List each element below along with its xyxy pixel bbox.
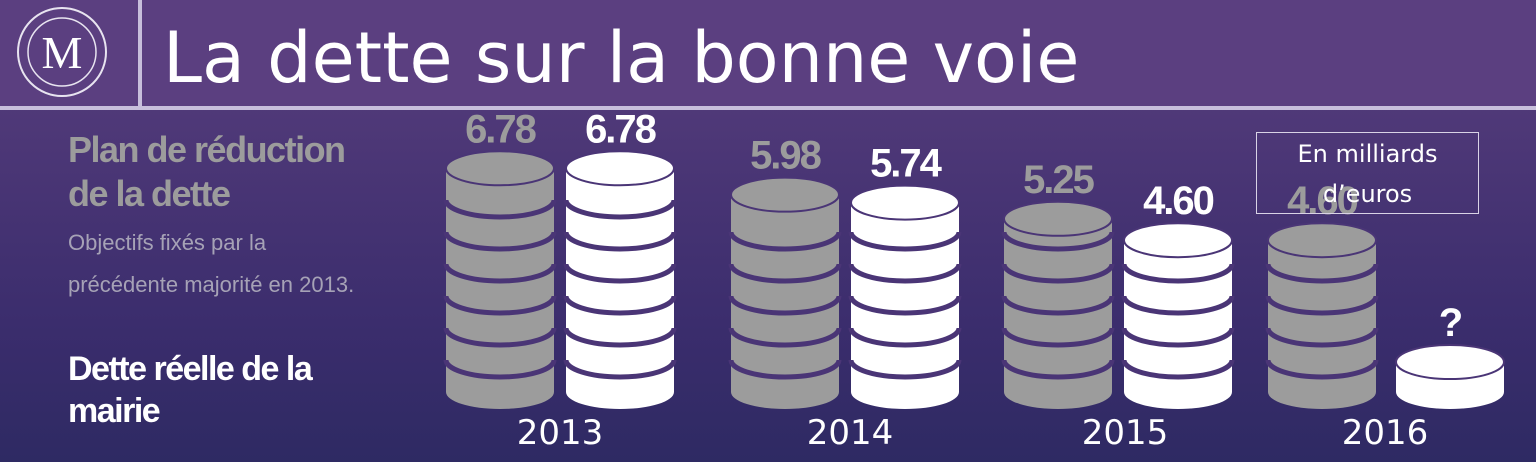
coin-top <box>730 176 840 213</box>
coin-top <box>1003 200 1113 237</box>
coin-edge <box>1121 327 1235 348</box>
coin-edge <box>443 327 557 348</box>
logo-ring <box>17 7 107 97</box>
value-label: ? <box>1439 301 1462 345</box>
coin-top <box>445 150 555 187</box>
coin-edge <box>728 359 842 380</box>
coin-body <box>1268 240 1376 392</box>
coin-edge <box>1265 327 1379 348</box>
x-tick-label: 2014 <box>807 413 894 453</box>
coin-edge <box>728 327 842 348</box>
coin-edge <box>848 231 962 252</box>
legend-actual: Dette réelle de la mairie <box>68 350 313 430</box>
value-label: 4.60 <box>1143 179 1214 223</box>
coin-top <box>1267 222 1377 259</box>
coin-stack <box>1001 200 1115 409</box>
coin-top <box>1395 344 1505 380</box>
coin-top <box>1123 222 1233 259</box>
value-label: 6.78 <box>585 107 657 151</box>
coin-edge <box>1001 263 1115 284</box>
coin-edge <box>563 263 677 284</box>
coin-stack <box>848 184 962 409</box>
coin-edge <box>563 199 677 220</box>
x-tick-label: 2016 <box>1342 413 1429 453</box>
coin-edge <box>1001 327 1115 348</box>
coin-edge <box>563 231 677 252</box>
coin-body <box>731 194 839 392</box>
coin-edge <box>848 359 962 380</box>
legend-plan: Plan de réduction de la dette <box>68 129 346 214</box>
x-tick-label: 2015 <box>1082 413 1169 453</box>
coin-edge <box>1121 359 1235 380</box>
coin-edge <box>443 263 557 284</box>
coin-top <box>565 150 675 187</box>
coin-edge <box>443 199 557 220</box>
coin-body <box>1124 240 1232 392</box>
x-tick-label: 2013 <box>517 413 604 453</box>
coin-edge <box>443 231 557 252</box>
coin-edge <box>1265 295 1379 316</box>
coin-edge <box>563 327 677 348</box>
coin-edge <box>443 359 557 380</box>
coin-edge <box>1001 359 1115 380</box>
logo-ring <box>27 17 97 87</box>
coin-edge <box>848 295 962 316</box>
value-label: 6.78 <box>465 107 537 151</box>
coin-edge <box>848 327 962 348</box>
coin-stack <box>443 150 557 409</box>
coin-edge <box>1121 263 1235 284</box>
coin-edge <box>1265 359 1379 380</box>
value-label: 5.98 <box>750 134 822 178</box>
coin-edge <box>563 295 677 316</box>
coin-edge <box>728 263 842 284</box>
unit-box: En milliards d’euros <box>1256 132 1479 214</box>
coin-body <box>851 202 959 392</box>
value-label: 4.60 <box>1287 179 1358 223</box>
coin-top <box>850 184 960 221</box>
coin-edge <box>1265 263 1379 284</box>
coin-edge <box>1001 231 1115 252</box>
coin-stack <box>728 176 842 409</box>
legend-note: Objectifs fixés par la précédente majori… <box>68 230 355 297</box>
logo: M <box>42 27 83 78</box>
coin-edge <box>563 359 677 380</box>
placeholder-coin <box>1395 344 1505 409</box>
coin-edge <box>1121 295 1235 316</box>
coin-stack <box>1265 222 1379 409</box>
value-label: 5.74 <box>870 142 943 186</box>
header-band <box>0 0 1536 106</box>
coin-stack <box>563 150 677 409</box>
coin-edge <box>728 295 842 316</box>
coin-edge <box>728 231 842 252</box>
chart-title: La dette sur la bonne voie <box>163 17 1079 99</box>
coin-stack <box>1121 222 1235 409</box>
coin-edge <box>443 295 557 316</box>
value-label: 5.25 <box>1023 158 1095 202</box>
coin-edge <box>848 263 962 284</box>
coin-edge <box>1001 295 1115 316</box>
